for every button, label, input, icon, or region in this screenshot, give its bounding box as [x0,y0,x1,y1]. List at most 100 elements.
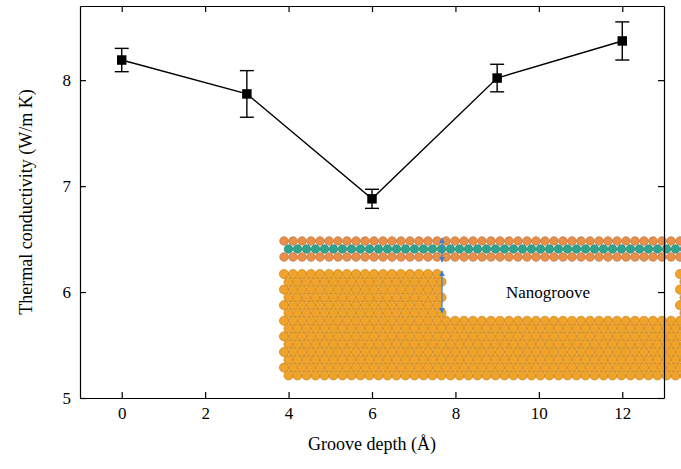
atom [653,245,662,254]
tick: 7 [63,177,87,196]
atom [311,371,320,380]
atom [442,237,451,246]
error-cap [115,48,129,49]
atom [473,371,482,380]
atom [383,371,392,380]
tick: 8 [452,392,461,423]
atom [325,253,334,262]
atom [298,237,307,246]
atom [347,245,356,254]
atom [361,253,370,262]
atom [518,371,527,380]
atom [392,245,401,254]
atom [653,371,662,380]
atom [280,237,289,246]
atom [644,245,653,254]
atom [302,371,311,380]
atom [469,237,478,246]
atom [608,245,617,254]
atom [347,371,356,380]
tick: 4 [285,392,294,423]
atom [635,371,644,380]
atom [599,245,608,254]
tick [539,6,540,12]
arrow [441,238,442,262]
atom [361,237,370,246]
y-axis: 5678 [63,7,87,408]
atom [383,245,392,254]
annotation: Nanogroove [506,283,590,302]
tick: 10 [531,392,548,423]
atom [446,245,455,254]
atom [473,245,482,254]
atom [419,245,428,254]
atom [379,237,388,246]
atom [667,237,676,246]
atom [451,253,460,262]
atom [401,371,410,380]
tick-mark [80,292,86,293]
atom [577,237,586,246]
atom [631,237,640,246]
tick-mark [455,6,456,12]
atom [662,245,671,254]
atom [536,371,545,380]
tick [205,6,206,12]
atom [675,301,681,310]
error-cap [240,70,254,71]
atom [500,245,509,254]
atom [455,371,464,380]
atom [675,285,681,294]
atom [590,371,599,380]
atom [464,245,473,254]
atom [329,371,338,380]
atom [451,237,460,246]
atom [523,237,532,246]
atom [545,245,554,254]
atom [563,245,572,254]
atom [590,245,599,254]
atom [415,237,424,246]
tick-label: 10 [531,404,548,423]
atom [455,245,464,254]
atom [316,253,325,262]
x-axis: 024681012 [81,392,665,423]
atom [604,237,613,246]
atom [626,371,635,380]
tick-mark [658,292,664,293]
tick-label: 8 [63,71,72,90]
error-cap [615,21,629,22]
x-axis-top [81,6,665,12]
atom [352,253,361,262]
marker [492,73,501,82]
tick [122,6,123,12]
atom [293,371,302,380]
atom [572,371,581,380]
tick: 12 [614,392,631,423]
tick: 0 [118,392,127,423]
atom [356,245,365,254]
atom [415,253,424,262]
atom [280,253,289,262]
error-bar [365,189,379,208]
tick: 6 [63,283,87,302]
tick-mark [539,6,540,12]
atom [532,237,541,246]
tick-mark [288,6,289,12]
atom [284,245,293,254]
error-cap [115,71,129,72]
marker [367,194,376,203]
error-bar [615,22,629,60]
atom [469,253,478,262]
atom [491,245,500,254]
atom [676,253,681,262]
atom [514,253,523,262]
error-cap [365,189,379,190]
atom [343,253,352,262]
atom [316,237,325,246]
atom [370,237,379,246]
atom [406,253,415,262]
atom [532,253,541,262]
atom [662,371,671,380]
tick-label: 6 [63,283,72,302]
